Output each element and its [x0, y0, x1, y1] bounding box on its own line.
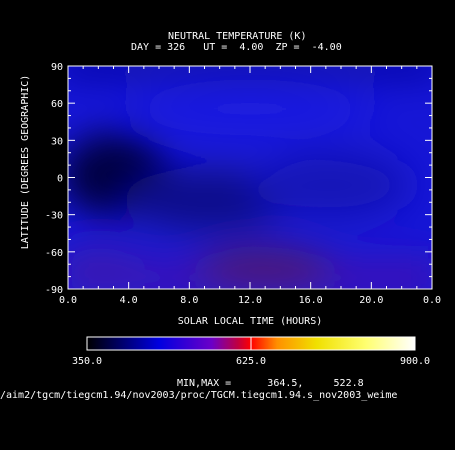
x-tick-label: 16.0 [299, 295, 323, 306]
y-tick-label: 30 [51, 136, 63, 147]
x-tick-label: 12.0 [238, 295, 262, 306]
y-axis-label: LATITUDE (DEGREES GEOGRAPHIC) [20, 75, 31, 250]
x-tick-label: 0.0 [59, 295, 77, 306]
minmax-label: MIN,MAX = 364.5, 522.8 [177, 378, 364, 389]
y-tick-label: 60 [51, 99, 63, 110]
x-tick-label: 0.0 [423, 295, 441, 306]
chart-title: NEUTRAL TEMPERATURE (K) [168, 31, 307, 42]
y-tick-label: 0 [57, 174, 63, 185]
x-tick-label: 20.0 [359, 295, 383, 306]
colorbar-label: 625.0 [236, 356, 266, 367]
x-axis-label: SOLAR LOCAL TIME (HOURS) [178, 316, 323, 327]
file-path: /aim2/tgcm/tiegcm1.94/nov2003/proc/TGCM.… [0, 390, 398, 401]
chart-subtitle: DAY = 326 UT = 4.00 ZP = -4.00 [131, 42, 342, 53]
x-tick-label: 8.0 [180, 295, 198, 306]
x-tick-label: 4.0 [120, 295, 138, 306]
y-tick-label: -30 [45, 211, 63, 222]
y-tick-label: 90 [51, 62, 63, 73]
y-tick-label: -90 [45, 285, 63, 296]
colorbar-label: 350.0 [72, 356, 102, 367]
y-tick-label: -60 [45, 248, 63, 259]
colorbar-label: 900.0 [400, 356, 430, 367]
temperature-field [68, 66, 432, 289]
